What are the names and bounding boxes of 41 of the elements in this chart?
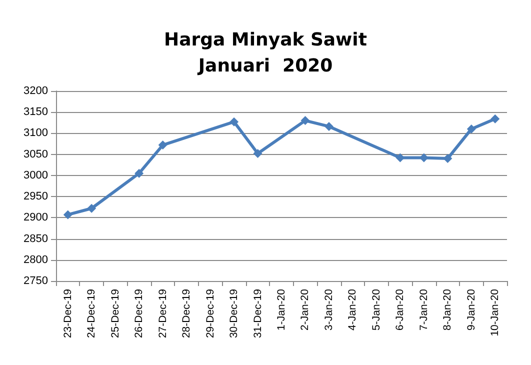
x-tick-label: 25-Dec-19 — [109, 288, 122, 338]
y-tick-label: 3050 — [24, 148, 48, 160]
x-tick-label: 8-Jan-20 — [442, 288, 454, 330]
x-tick-label: 24-Dec-19 — [86, 288, 98, 338]
x-tick-label: 23-Dec-19 — [62, 288, 74, 338]
point — [300, 116, 310, 126]
chart-title: Harga Minyak Sawit Januari 2020 — [164, 30, 368, 76]
y-tick-label: 3000 — [24, 169, 48, 182]
x-tick-label: 9-Jan-20 — [465, 288, 478, 330]
x-tick-label: 4-Jan-20 — [346, 288, 359, 330]
y-tick-label: 2800 — [24, 254, 48, 266]
x-tick-label: 7-Jan-20 — [418, 288, 430, 330]
point — [253, 148, 262, 158]
point — [443, 154, 452, 164]
y-tick-label: 2850 — [24, 232, 48, 245]
x-tick-label: 1-Jan-20 — [276, 288, 288, 330]
point — [134, 168, 144, 178]
point — [324, 122, 334, 131]
x-tick-label: 6-Jan-20 — [394, 288, 406, 330]
x-tick-label: 26-Dec-19 — [133, 288, 146, 338]
x-tick-label: 10-Jan-20 — [489, 288, 502, 336]
x-tick-label: 2-Jan-20 — [299, 288, 312, 330]
y-tick-label: 2750 — [24, 275, 48, 287]
y-tick-label: 3100 — [24, 127, 48, 140]
x-tick-label: 5-Jan-20 — [370, 288, 382, 330]
point — [158, 140, 168, 150]
y-tick-label: 3150 — [24, 106, 48, 118]
point — [490, 114, 500, 124]
point — [63, 210, 72, 220]
x-tick-label: 31-Dec-19 — [252, 288, 264, 338]
y-tick-label: 3200 — [24, 85, 48, 97]
x-tick-label: 27-Dec-19 — [156, 288, 169, 338]
x-tick-label: 3-Jan-20 — [322, 288, 335, 330]
y-tick-label: 2900 — [24, 212, 48, 224]
point — [466, 124, 476, 134]
x-tick-label: 28-Dec-19 — [180, 288, 193, 338]
x-tick-label: 30-Dec-19 — [228, 288, 240, 338]
y-tick-label: 2950 — [24, 190, 48, 203]
point — [230, 117, 239, 126]
x-tick-label: 29-Dec-19 — [204, 288, 216, 338]
point — [87, 204, 96, 213]
